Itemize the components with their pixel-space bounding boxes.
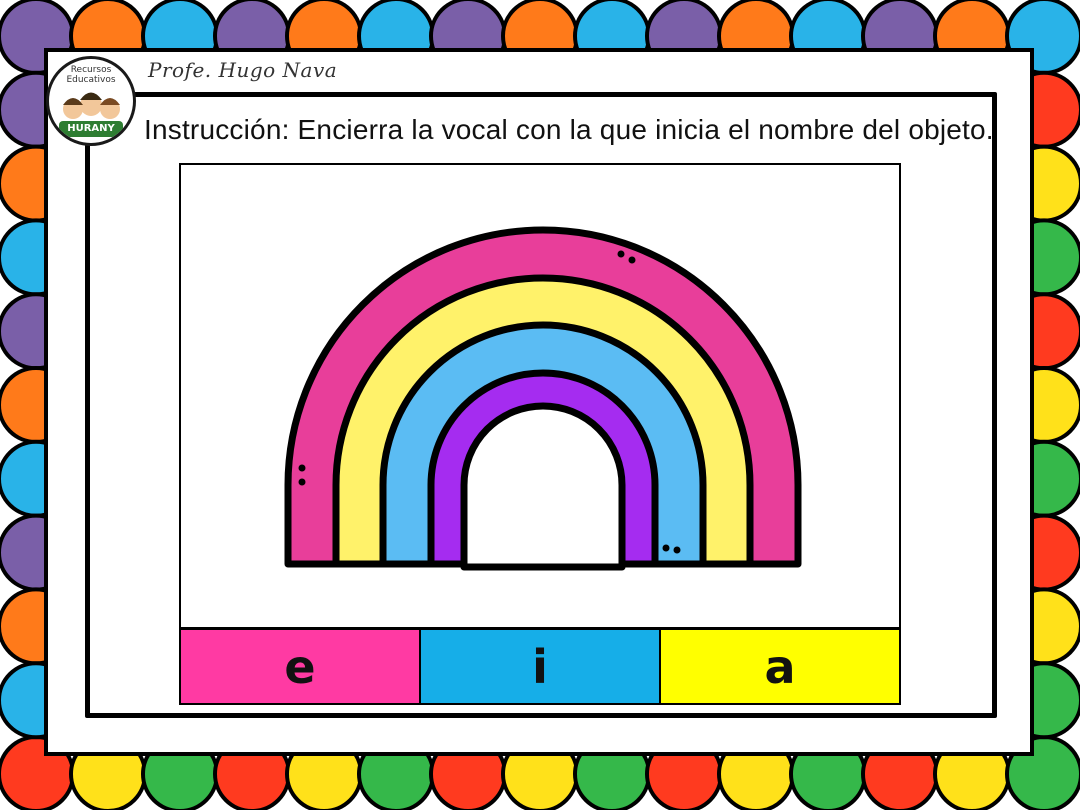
hurany-logo: Recursos Educativos HURANY <box>46 56 136 146</box>
inner-frame <box>85 92 997 718</box>
kids-illustration-icon <box>63 92 120 119</box>
logo-top-text: Recursos Educativos <box>66 65 116 85</box>
logo-banner: HURANY <box>59 121 123 137</box>
rainbow-inner-hole <box>460 402 626 571</box>
picture-box <box>179 163 901 629</box>
author-name: Profe. Hugo Nava <box>148 58 338 82</box>
vowel-options: e i a <box>179 628 901 705</box>
vowel-option-e[interactable]: e <box>181 630 419 703</box>
rainbow-icon <box>284 226 802 571</box>
vowel-option-i[interactable]: i <box>419 630 659 703</box>
instruction-text: Instrucción: Encierra la vocal con la qu… <box>144 114 994 145</box>
vowel-option-a[interactable]: a <box>659 630 899 703</box>
